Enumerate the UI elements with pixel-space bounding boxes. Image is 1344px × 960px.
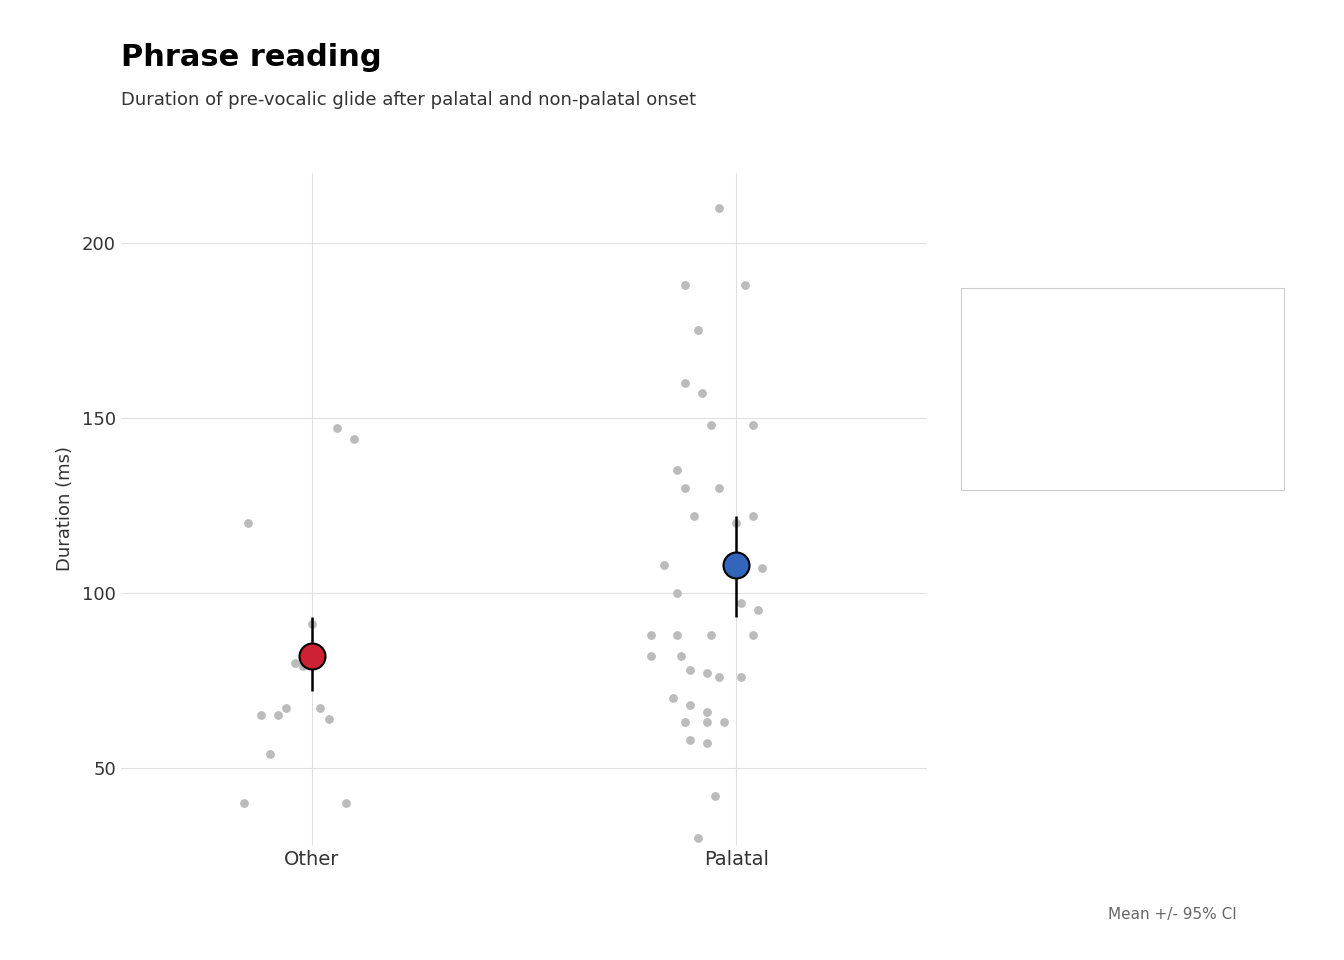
- Point: [319, 711, 340, 727]
- Point: [675, 277, 696, 293]
- Point: [641, 648, 663, 663]
- Point: [712, 714, 734, 730]
- Point: [653, 557, 675, 572]
- Point: [730, 595, 751, 611]
- Point: [708, 480, 730, 495]
- Point: [675, 714, 696, 730]
- Point: [743, 508, 765, 523]
- Text: Mean +/- 95% CI: Mean +/- 95% CI: [1107, 906, 1236, 922]
- Point: [293, 659, 314, 674]
- Point: [667, 463, 688, 478]
- Point: [234, 795, 255, 810]
- Point: [671, 648, 692, 663]
- Point: [687, 323, 708, 338]
- Point: [667, 585, 688, 601]
- Point: [679, 662, 700, 678]
- Point: [675, 480, 696, 495]
- Point: [675, 375, 696, 391]
- Text: palatal: palatal: [1017, 397, 1074, 415]
- Point: [259, 746, 281, 761]
- Point: [276, 701, 297, 716]
- Point: [726, 516, 747, 531]
- Point: [335, 795, 356, 810]
- Point: [667, 627, 688, 642]
- Point: [708, 669, 730, 684]
- Point: [284, 655, 305, 670]
- Point: [641, 627, 663, 642]
- Point: [250, 708, 271, 723]
- Point: [327, 420, 348, 436]
- Text: is_palatal: is_palatal: [995, 317, 1073, 335]
- Point: [344, 431, 366, 446]
- Point: [679, 732, 700, 748]
- Point: [734, 277, 755, 293]
- Point: [683, 508, 704, 523]
- Point: [696, 704, 718, 719]
- Point: [986, 397, 1008, 413]
- Text: Duration of pre-vocalic glide after palatal and non-palatal onset: Duration of pre-vocalic glide after pala…: [121, 91, 696, 109]
- Point: [696, 665, 718, 681]
- Point: [696, 714, 718, 730]
- Point: [679, 697, 700, 712]
- Point: [743, 627, 765, 642]
- Point: [700, 417, 722, 432]
- Text: other: other: [1017, 359, 1062, 376]
- Point: [267, 708, 289, 723]
- Point: [747, 603, 769, 618]
- Y-axis label: Duration (ms): Duration (ms): [55, 446, 74, 571]
- Point: [663, 690, 684, 706]
- Point: [700, 627, 722, 642]
- Point: [751, 561, 773, 576]
- Point: [708, 200, 730, 215]
- Point: [726, 557, 747, 572]
- Point: [309, 701, 331, 716]
- Point: [238, 516, 259, 531]
- Point: [986, 359, 1008, 374]
- Point: [730, 669, 751, 684]
- Point: [743, 417, 765, 432]
- Point: [301, 616, 323, 632]
- Point: [692, 386, 714, 401]
- Point: [696, 735, 718, 751]
- Point: [301, 648, 323, 663]
- Point: [687, 830, 708, 846]
- Text: Phrase reading: Phrase reading: [121, 43, 382, 72]
- Point: [704, 788, 726, 804]
